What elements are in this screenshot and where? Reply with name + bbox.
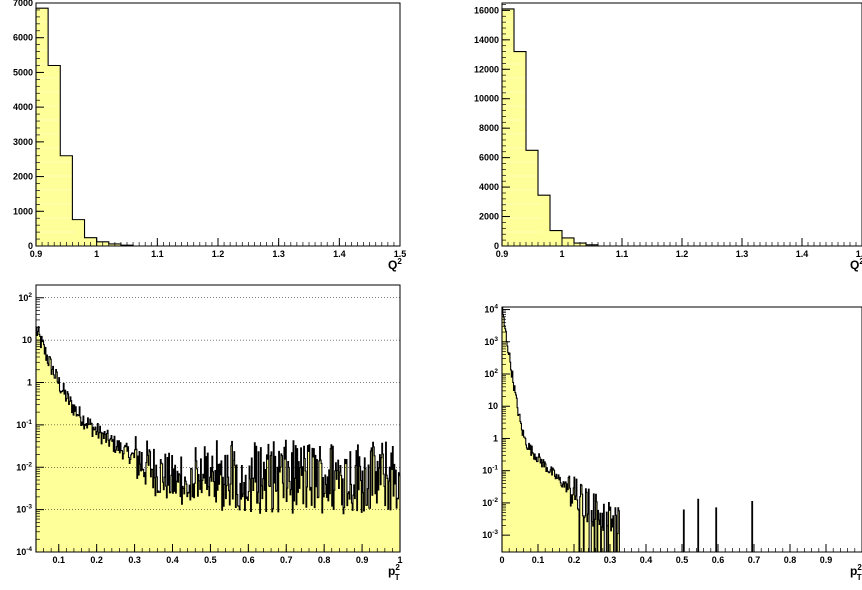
histogram-fill bbox=[36, 326, 400, 552]
x-tick-label: 0.3 bbox=[128, 555, 141, 565]
x-tick-label: 0.4 bbox=[640, 555, 653, 565]
y-tick-label: 10-3 bbox=[482, 529, 498, 540]
x-tick-label: 0.3 bbox=[604, 555, 617, 565]
x-tick-label: 0.4 bbox=[166, 555, 179, 565]
x-tick-label: 0.9 bbox=[30, 249, 43, 259]
x-tick-label: 1.2 bbox=[676, 249, 689, 259]
y-tick-label: 4000 bbox=[479, 182, 499, 192]
x-tick-label: 0.1 bbox=[532, 555, 545, 565]
x-tick-label: 1.3 bbox=[272, 249, 285, 259]
y-tick-label: 10 bbox=[22, 335, 32, 345]
y-tick-label: 10-2 bbox=[482, 497, 498, 508]
y-tick-label: 10-4 bbox=[16, 546, 32, 557]
y-tick-label: 7000 bbox=[13, 0, 33, 8]
x-tick-label: 1.5 bbox=[394, 249, 407, 259]
x-tick-label: 0.9 bbox=[356, 555, 369, 565]
x-tick-label: 1.4 bbox=[796, 249, 809, 259]
x-tick-label: 1.4 bbox=[333, 249, 346, 259]
histogram-fill bbox=[36, 8, 134, 246]
plot-frame bbox=[35, 2, 401, 247]
y-tick-label: 1 bbox=[27, 378, 32, 388]
x-tick-label: 0.1 bbox=[52, 555, 65, 565]
y-tick-label: 2000 bbox=[13, 172, 33, 182]
y-tick-label: 10000 bbox=[474, 94, 499, 104]
x-tick-label: 0.2 bbox=[568, 555, 581, 565]
y-tick-label: 2000 bbox=[479, 212, 499, 222]
x-tick-label: 1.2 bbox=[212, 249, 225, 259]
y-tick-label: 102 bbox=[484, 368, 498, 379]
x-tick-label: 0.8 bbox=[318, 555, 331, 565]
x-tick-label: 0.8 bbox=[784, 555, 797, 565]
y-tick-label: 10-1 bbox=[16, 419, 32, 430]
x-axis-title: p2 T bbox=[850, 563, 862, 582]
y-tick-label: 4000 bbox=[13, 102, 33, 112]
x-tick-label: 1.1 bbox=[616, 249, 629, 259]
x-tick-label: 0.9 bbox=[820, 555, 833, 565]
x-tick-label: 0.5 bbox=[676, 555, 689, 565]
y-tick-label: 10-3 bbox=[16, 504, 32, 515]
y-tick-label: 3000 bbox=[13, 137, 33, 147]
y-tick-label: 6000 bbox=[13, 33, 33, 43]
y-tick-label: 6000 bbox=[479, 153, 499, 163]
y-tick-label: 10-2 bbox=[16, 461, 32, 472]
y-tick-label: 0 bbox=[494, 241, 499, 251]
chart-panel-1: 0.9 1 1.1 1.2 1.3 1.4 1.5 0 1000 2000 3000 4000 5000… bbox=[13, 0, 406, 272]
x-tick-label: 1.5 bbox=[856, 249, 862, 259]
y-tick-label: 16000 bbox=[474, 5, 499, 15]
x-tick-label: 0.2 bbox=[90, 555, 103, 565]
x-tick-label: 0.6 bbox=[242, 555, 255, 565]
x-axis-title: Q2 bbox=[850, 257, 862, 272]
y-tick-label: 104 bbox=[484, 304, 498, 315]
y-tick-label: 102 bbox=[18, 292, 32, 303]
x-tick-label: 1 bbox=[559, 249, 564, 259]
chart-panel-4: 0 0.1 0.2 0.3 0.4 0.5 0.6 0.7 0.8 0.9 10-3 10-2 10-1… bbox=[482, 304, 862, 582]
y-tick-label: 0 bbox=[28, 241, 33, 251]
plot-frame bbox=[501, 2, 862, 247]
y-tick-label: 10 bbox=[488, 401, 498, 411]
y-tick-label: 103 bbox=[484, 336, 498, 347]
y-tick-label: 1 bbox=[493, 433, 498, 443]
y-tick-label: 14000 bbox=[474, 35, 499, 45]
x-tick-label: 0.7 bbox=[280, 555, 293, 565]
chart-panel-2: 0.9 1 1.1 1.2 1.3 1.4 1.5 0 2000 4000 6000 8000 1000… bbox=[474, 2, 862, 272]
x-axis-title: p2 T bbox=[388, 563, 400, 582]
y-tick-label: 10-1 bbox=[482, 465, 498, 476]
histogram-fill bbox=[502, 307, 862, 552]
x-tick-label: 1.1 bbox=[151, 249, 164, 259]
x-tick-label: 1.3 bbox=[736, 249, 749, 259]
x-tick-label: 1 bbox=[94, 249, 99, 259]
x-tick-label: 0.7 bbox=[748, 555, 761, 565]
x-tick-label: 0.5 bbox=[204, 555, 217, 565]
y-tick-label: 8000 bbox=[479, 123, 499, 133]
x-axis-title: Q2 bbox=[388, 257, 402, 272]
y-tick-label: 12000 bbox=[474, 64, 499, 74]
chart-panel-3: 0.1 0.2 0.3 0.4 0.5 0.6 0.7 0.8 0.9 1 10-4 10-3 10-2… bbox=[16, 284, 403, 582]
x-tick-label: 0.6 bbox=[712, 555, 725, 565]
y-tick-label: 1000 bbox=[13, 206, 33, 216]
histogram-outline bbox=[35, 326, 401, 553]
x-tick-label: 1 bbox=[397, 555, 402, 565]
y-tick-label: 5000 bbox=[13, 67, 33, 77]
x-tick-label: 0.9 bbox=[496, 249, 509, 259]
x-tick-label: 0 bbox=[499, 555, 504, 565]
